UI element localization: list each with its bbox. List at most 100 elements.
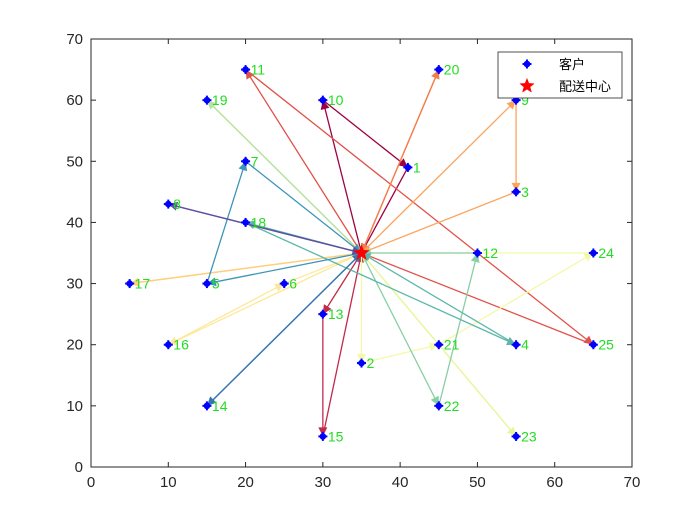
route-1-segment: [322, 99, 409, 168]
route-5-segment: [361, 99, 517, 254]
customer-point: [202, 95, 212, 105]
y-tick-label: 0: [75, 459, 83, 476]
customer-label: 5: [212, 276, 220, 292]
customer-point: [511, 187, 521, 197]
x-tick-label: 50: [469, 474, 486, 491]
customer-label: 4: [521, 337, 529, 353]
routes-layer: [129, 69, 594, 437]
legend-box: [497, 51, 623, 99]
ticks-layer: 0 10 20 30 40 50 60 70 0 10 20 30 40 50 60 70: [66, 31, 640, 491]
customer-point: [241, 217, 251, 227]
customer-label: 11: [251, 62, 266, 78]
route-5-segment: [361, 191, 517, 254]
route-1-segment: [360, 167, 409, 254]
customer-label: 21: [444, 337, 460, 353]
customer-point: [202, 401, 212, 411]
customer-point: [125, 279, 135, 289]
legend-entry-customer: 客户: [522, 57, 585, 72]
customer-point: [241, 65, 251, 75]
customer-point: [279, 279, 289, 289]
customer-point: [241, 156, 251, 166]
customer-point: [163, 340, 173, 350]
customer-label: 15: [328, 428, 344, 444]
customer-label: 10: [328, 92, 344, 108]
customer-label: 18: [251, 214, 267, 230]
customer-label: 24: [598, 245, 614, 261]
depot-star-marker: [353, 244, 370, 261]
customer-label: 25: [598, 337, 614, 353]
customer-label: 13: [328, 306, 344, 322]
customer-label: 1: [413, 159, 421, 175]
route-13-segment: [206, 252, 362, 287]
route-7-segment: [167, 282, 285, 346]
customer-label: 19: [212, 92, 228, 108]
y-tick-label: 20: [66, 337, 83, 354]
y-tick-label: 60: [66, 92, 83, 109]
route-14-segment: [206, 252, 362, 407]
customer-point: [588, 340, 598, 350]
customer-label: 2: [367, 355, 375, 371]
route-2-segment: [322, 252, 365, 437]
x-tick-label: 70: [624, 474, 641, 491]
customer-label: 23: [521, 428, 537, 444]
customer-label: 6: [289, 276, 297, 292]
customer-label: 7: [251, 153, 259, 169]
route-13-segment: [245, 160, 362, 254]
route-1-segment: [320, 99, 363, 254]
route-12-segment: [245, 221, 517, 346]
customer-point: [511, 340, 521, 350]
x-tick-label: 40: [392, 474, 409, 491]
customer-label: 8: [173, 196, 181, 212]
x-tick-label: 10: [160, 474, 177, 491]
route-8-segment: [438, 252, 594, 346]
y-tick-label: 70: [66, 31, 83, 48]
customer-label: 17: [135, 276, 151, 292]
customer-point: [403, 162, 413, 172]
route-12-segment: [361, 252, 517, 346]
route-8-segment: [361, 342, 439, 364]
customer-point: [511, 431, 521, 441]
customer-point: [357, 358, 366, 368]
legend-label: 配送中心: [559, 79, 611, 94]
customer-point: [318, 95, 328, 105]
customer-label: 20: [444, 62, 460, 78]
x-tick-label: 20: [237, 474, 254, 491]
y-tick-label: 50: [66, 153, 83, 170]
customer-label: 22: [444, 398, 460, 414]
plot-frame: [90, 38, 633, 468]
x-tick-label: 30: [315, 474, 332, 491]
route-2-segment: [322, 252, 363, 315]
x-tick-label: 0: [87, 474, 95, 491]
route-11-segment: [360, 252, 440, 407]
customer-label: 3: [521, 184, 529, 200]
customer-point: [588, 248, 598, 258]
route-10-segment: [206, 99, 362, 254]
x-tick-label: 60: [546, 474, 563, 491]
y-tick-label: 10: [66, 398, 83, 415]
legend-entry-depot: 配送中心: [519, 77, 611, 94]
customer-point: [318, 431, 328, 441]
route-7-segment: [168, 252, 362, 346]
route-6-segment: [129, 249, 362, 285]
route-3-segment: [361, 252, 594, 346]
route-4-segment: [360, 69, 440, 254]
route-11-segment: [438, 252, 480, 407]
customer-point: [318, 309, 328, 319]
legend-label: 客户: [559, 57, 585, 72]
customer-label: 16: [173, 337, 189, 353]
route-7-segment: [283, 252, 362, 285]
customer-label: 14: [212, 398, 228, 414]
y-tick-label: 30: [66, 276, 83, 293]
customer-point: [434, 340, 444, 350]
customer-point: [434, 65, 444, 75]
points-layer: [125, 65, 598, 441]
customer-point: [163, 199, 173, 209]
route-3-segment: [245, 69, 363, 254]
y-tick-label: 40: [66, 214, 83, 231]
route-13-segment: [206, 161, 248, 284]
customer-label: 9: [521, 92, 529, 108]
customer-label: 12: [482, 245, 498, 261]
